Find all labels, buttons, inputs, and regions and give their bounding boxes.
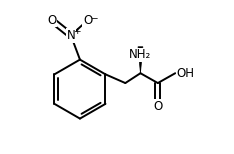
Text: O: O [153,100,162,113]
Polygon shape [138,47,143,73]
Text: N: N [66,29,75,42]
Text: OH: OH [177,67,195,80]
Text: O: O [83,14,92,27]
Text: −: − [90,13,98,22]
Text: O: O [47,14,57,27]
Text: NH₂: NH₂ [129,48,152,61]
Text: +: + [73,27,81,36]
